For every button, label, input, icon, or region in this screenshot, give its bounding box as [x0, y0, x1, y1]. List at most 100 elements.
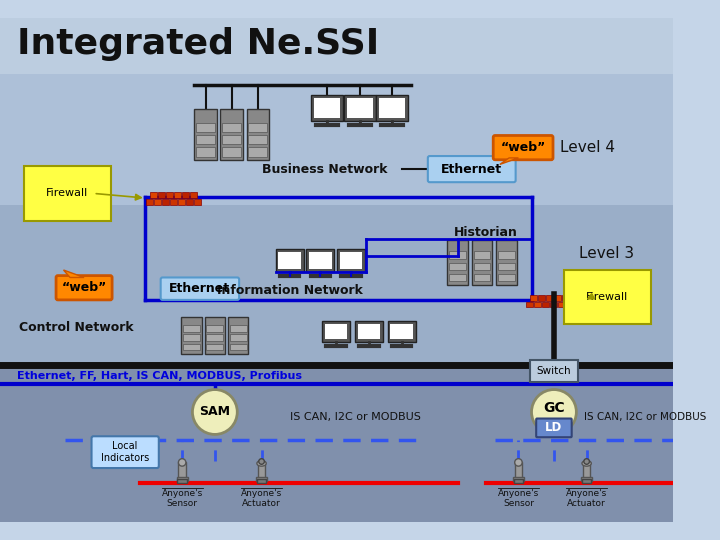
- Bar: [178, 199, 185, 205]
- Circle shape: [258, 458, 264, 464]
- Bar: [534, 302, 541, 307]
- Bar: [474, 274, 490, 281]
- Bar: [258, 464, 265, 479]
- Circle shape: [584, 458, 590, 464]
- Bar: [337, 249, 365, 272]
- Text: Anyone's
Sensor: Anyone's Sensor: [161, 489, 203, 508]
- Bar: [230, 325, 247, 332]
- Bar: [574, 302, 581, 307]
- Polygon shape: [500, 158, 518, 165]
- Bar: [581, 477, 593, 481]
- Bar: [515, 462, 522, 479]
- Bar: [170, 199, 177, 205]
- Bar: [190, 192, 197, 198]
- FancyBboxPatch shape: [228, 316, 248, 354]
- Bar: [514, 479, 523, 483]
- Bar: [0, 18, 672, 74]
- Bar: [186, 199, 193, 205]
- Bar: [582, 479, 591, 483]
- Bar: [307, 249, 334, 272]
- Bar: [387, 321, 415, 342]
- Bar: [355, 321, 383, 342]
- Bar: [276, 249, 304, 272]
- Bar: [279, 252, 301, 269]
- Bar: [207, 344, 223, 350]
- Bar: [158, 192, 165, 198]
- Bar: [256, 477, 267, 481]
- Bar: [449, 274, 466, 281]
- Bar: [166, 192, 173, 198]
- Bar: [181, 192, 189, 198]
- Bar: [323, 321, 351, 342]
- Bar: [570, 295, 577, 301]
- Text: Business Network: Business Network: [262, 163, 388, 176]
- Bar: [325, 324, 348, 339]
- Text: Firewall: Firewall: [46, 188, 89, 198]
- Ellipse shape: [257, 461, 266, 466]
- FancyBboxPatch shape: [247, 109, 269, 160]
- Bar: [538, 295, 545, 301]
- Circle shape: [192, 389, 238, 434]
- Bar: [449, 251, 466, 259]
- Text: Firewall: Firewall: [586, 292, 629, 302]
- Bar: [390, 324, 413, 339]
- Bar: [558, 302, 565, 307]
- Bar: [222, 123, 241, 132]
- FancyBboxPatch shape: [56, 275, 112, 300]
- Bar: [346, 98, 373, 118]
- FancyBboxPatch shape: [493, 136, 553, 160]
- Bar: [314, 98, 340, 118]
- Bar: [183, 344, 200, 350]
- FancyBboxPatch shape: [181, 316, 202, 354]
- Bar: [0, 74, 672, 205]
- Bar: [562, 295, 569, 301]
- Bar: [183, 325, 200, 332]
- Text: Level 4: Level 4: [560, 140, 616, 155]
- Text: GC: GC: [543, 401, 564, 415]
- FancyBboxPatch shape: [472, 240, 492, 285]
- Text: Level 3: Level 3: [579, 246, 634, 261]
- FancyBboxPatch shape: [194, 109, 217, 160]
- Text: Anyone's
Actuator: Anyone's Actuator: [241, 489, 282, 508]
- Text: IS CAN, I2C or MODBUS: IS CAN, I2C or MODBUS: [584, 411, 706, 422]
- Bar: [222, 147, 241, 157]
- Bar: [257, 479, 266, 483]
- Bar: [222, 135, 241, 144]
- Bar: [248, 123, 267, 132]
- Text: LD: LD: [545, 421, 562, 434]
- Text: Anyone's
Sensor: Anyone's Sensor: [498, 489, 539, 508]
- Bar: [207, 325, 223, 332]
- Bar: [498, 251, 515, 259]
- Text: Ethernet, FF, Hart, IS CAN, MODBUS, Profibus: Ethernet, FF, Hart, IS CAN, MODBUS, Prof…: [17, 370, 302, 381]
- Bar: [194, 199, 201, 205]
- Bar: [379, 98, 405, 118]
- Bar: [546, 295, 553, 301]
- FancyBboxPatch shape: [496, 240, 516, 285]
- Bar: [248, 147, 267, 157]
- Text: Anyone's
Actuator: Anyone's Actuator: [566, 489, 607, 508]
- Bar: [183, 334, 200, 341]
- Bar: [474, 251, 490, 259]
- Bar: [230, 344, 247, 350]
- Text: Control Network: Control Network: [19, 321, 133, 334]
- Bar: [207, 334, 223, 341]
- Bar: [550, 302, 557, 307]
- Bar: [377, 95, 408, 120]
- FancyBboxPatch shape: [428, 156, 516, 182]
- Circle shape: [531, 389, 576, 434]
- Bar: [196, 123, 215, 132]
- Text: Integrated Ne.SSI: Integrated Ne.SSI: [17, 27, 379, 61]
- Text: Ethernet: Ethernet: [441, 163, 503, 176]
- Text: IS CAN, I2C or MODBUS: IS CAN, I2C or MODBUS: [289, 411, 420, 422]
- Bar: [542, 302, 549, 307]
- Text: SAM: SAM: [199, 406, 230, 419]
- Bar: [154, 199, 161, 205]
- Bar: [498, 274, 515, 281]
- Bar: [179, 462, 186, 479]
- Bar: [526, 302, 533, 307]
- Bar: [566, 302, 573, 307]
- Circle shape: [179, 458, 186, 466]
- Text: Local
Indicators: Local Indicators: [101, 441, 149, 463]
- Bar: [196, 135, 215, 144]
- Bar: [343, 95, 376, 120]
